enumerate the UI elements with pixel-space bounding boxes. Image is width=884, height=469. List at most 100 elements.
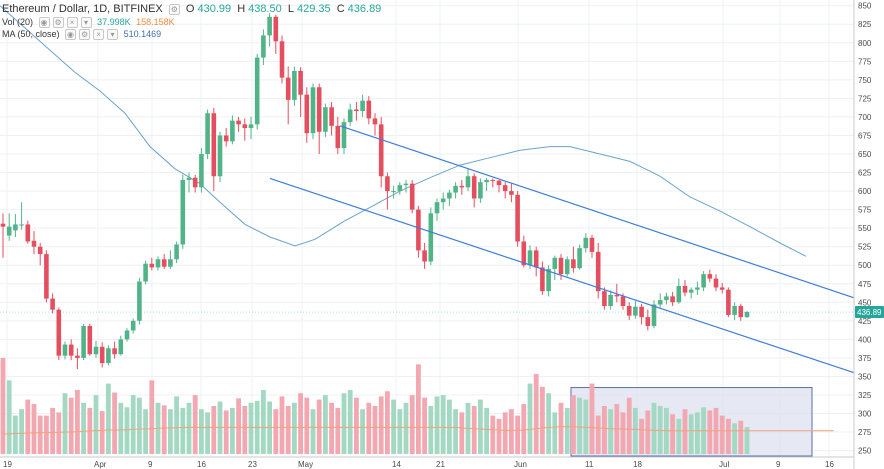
candle-body: [422, 250, 427, 262]
candle-body: [242, 124, 248, 129]
volume-bars: [0, 358, 750, 454]
volume-bar: [13, 415, 18, 454]
volume-bar: [453, 409, 458, 454]
volume-bar: [695, 412, 700, 454]
candle-body: [310, 87, 316, 134]
volume-bar: [558, 402, 564, 454]
candle-body: [521, 241, 527, 266]
candle-body: [527, 250, 533, 266]
candle-body: [360, 100, 365, 111]
close-icon[interactable]: ×: [66, 17, 78, 29]
candle-body: [44, 254, 49, 299]
volume-bar: [0, 358, 6, 454]
symbol-title: Ethereum / Dollar, 1D, BITFINEX: [2, 3, 163, 15]
settings-icon[interactable]: ⚙: [168, 3, 180, 15]
candle-body: [192, 177, 198, 188]
trend-channel[interactable]: [269, 125, 855, 374]
volume-bar: [688, 414, 694, 454]
more-icon[interactable]: ▾: [80, 17, 92, 29]
close-icon[interactable]: ×: [93, 29, 105, 41]
candle-body: [496, 180, 502, 186]
volume-bar: [143, 409, 148, 454]
candle-body: [378, 124, 384, 177]
close-label: C: [336, 3, 345, 15]
y-tick-label: 325: [858, 391, 872, 400]
y-tick-label: 250: [858, 447, 872, 456]
volume-bar: [124, 407, 130, 454]
volume-bar: [25, 399, 31, 454]
y-tick-label: 275: [858, 428, 872, 437]
close-value: 436.89: [347, 3, 382, 15]
candle-body: [106, 348, 111, 364]
volume-bar: [434, 396, 440, 454]
volume-bar: [552, 412, 558, 454]
x-tick-label: 18: [633, 460, 642, 469]
x-tick-label: Apr: [94, 460, 107, 469]
candle-body: [391, 191, 396, 193]
candle-body: [707, 274, 713, 279]
candle-body: [230, 120, 235, 142]
eye-icon[interactable]: ◉: [38, 17, 50, 29]
volume-bar: [428, 406, 434, 454]
candle-body: [633, 306, 638, 316]
y-tick-label: 300: [858, 410, 872, 419]
volume-bar: [37, 415, 43, 454]
candle-body: [248, 124, 254, 129]
settings-icon[interactable]: ⚙: [79, 29, 91, 41]
y-tick-label: 850: [858, 2, 872, 11]
eye-icon[interactable]: ◉: [65, 29, 77, 41]
candle-body: [298, 70, 303, 95]
volume-bar: [385, 391, 390, 454]
candle-body: [137, 281, 142, 321]
candle-body: [130, 320, 136, 331]
volume-bar: [738, 420, 744, 454]
volume-bar: [75, 390, 80, 454]
y-tick-label: 425: [858, 317, 872, 326]
volume-bar: [626, 397, 632, 454]
candle-body: [279, 41, 285, 78]
volume-bar: [521, 404, 527, 454]
volume-bar: [68, 397, 74, 454]
candle-body: [19, 224, 24, 226]
volume-bar: [620, 412, 626, 454]
settings-icon[interactable]: ⚙: [52, 17, 64, 29]
legend-volume-row: Vol (20) ◉ ⚙ × ▾ 37.998K 158.158K: [2, 17, 178, 29]
volume-bar: [372, 406, 378, 454]
candle-body: [440, 198, 446, 203]
candle-body: [639, 306, 644, 318]
volume-bar: [496, 418, 502, 454]
volume-bar: [174, 396, 179, 454]
candle-body: [56, 309, 62, 356]
volume-bar: [726, 418, 731, 454]
candle-body: [323, 107, 328, 132]
volume-bar: [645, 410, 651, 454]
more-icon[interactable]: ▾: [107, 29, 119, 41]
candle-body: [143, 263, 148, 282]
volume-label: Vol (20): [2, 17, 34, 27]
candle-body: [174, 244, 179, 260]
candle-body: [583, 237, 589, 249]
volume-bar: [719, 415, 725, 454]
y-tick-label: 450: [858, 298, 872, 307]
y-tick-label: 650: [858, 150, 872, 159]
candle-body: [471, 176, 477, 199]
candle-body: [254, 57, 260, 125]
channel-upper-line: [339, 125, 855, 299]
candlesticks: [0, 13, 750, 370]
low-label: L: [287, 3, 294, 15]
candle-body: [285, 77, 291, 100]
volume-bar: [279, 396, 285, 454]
candle-body: [478, 182, 483, 199]
candle-body: [465, 176, 471, 188]
volume-bar: [81, 402, 86, 454]
candle-body: [533, 250, 539, 268]
ma50-path: [0, 5, 807, 257]
candle-body: [416, 209, 421, 251]
candle-body: [99, 346, 105, 364]
volume-bar: [602, 406, 607, 454]
candle-body: [614, 294, 620, 297]
candle-body: [335, 125, 341, 149]
x-tick-label: 19: [3, 460, 12, 469]
